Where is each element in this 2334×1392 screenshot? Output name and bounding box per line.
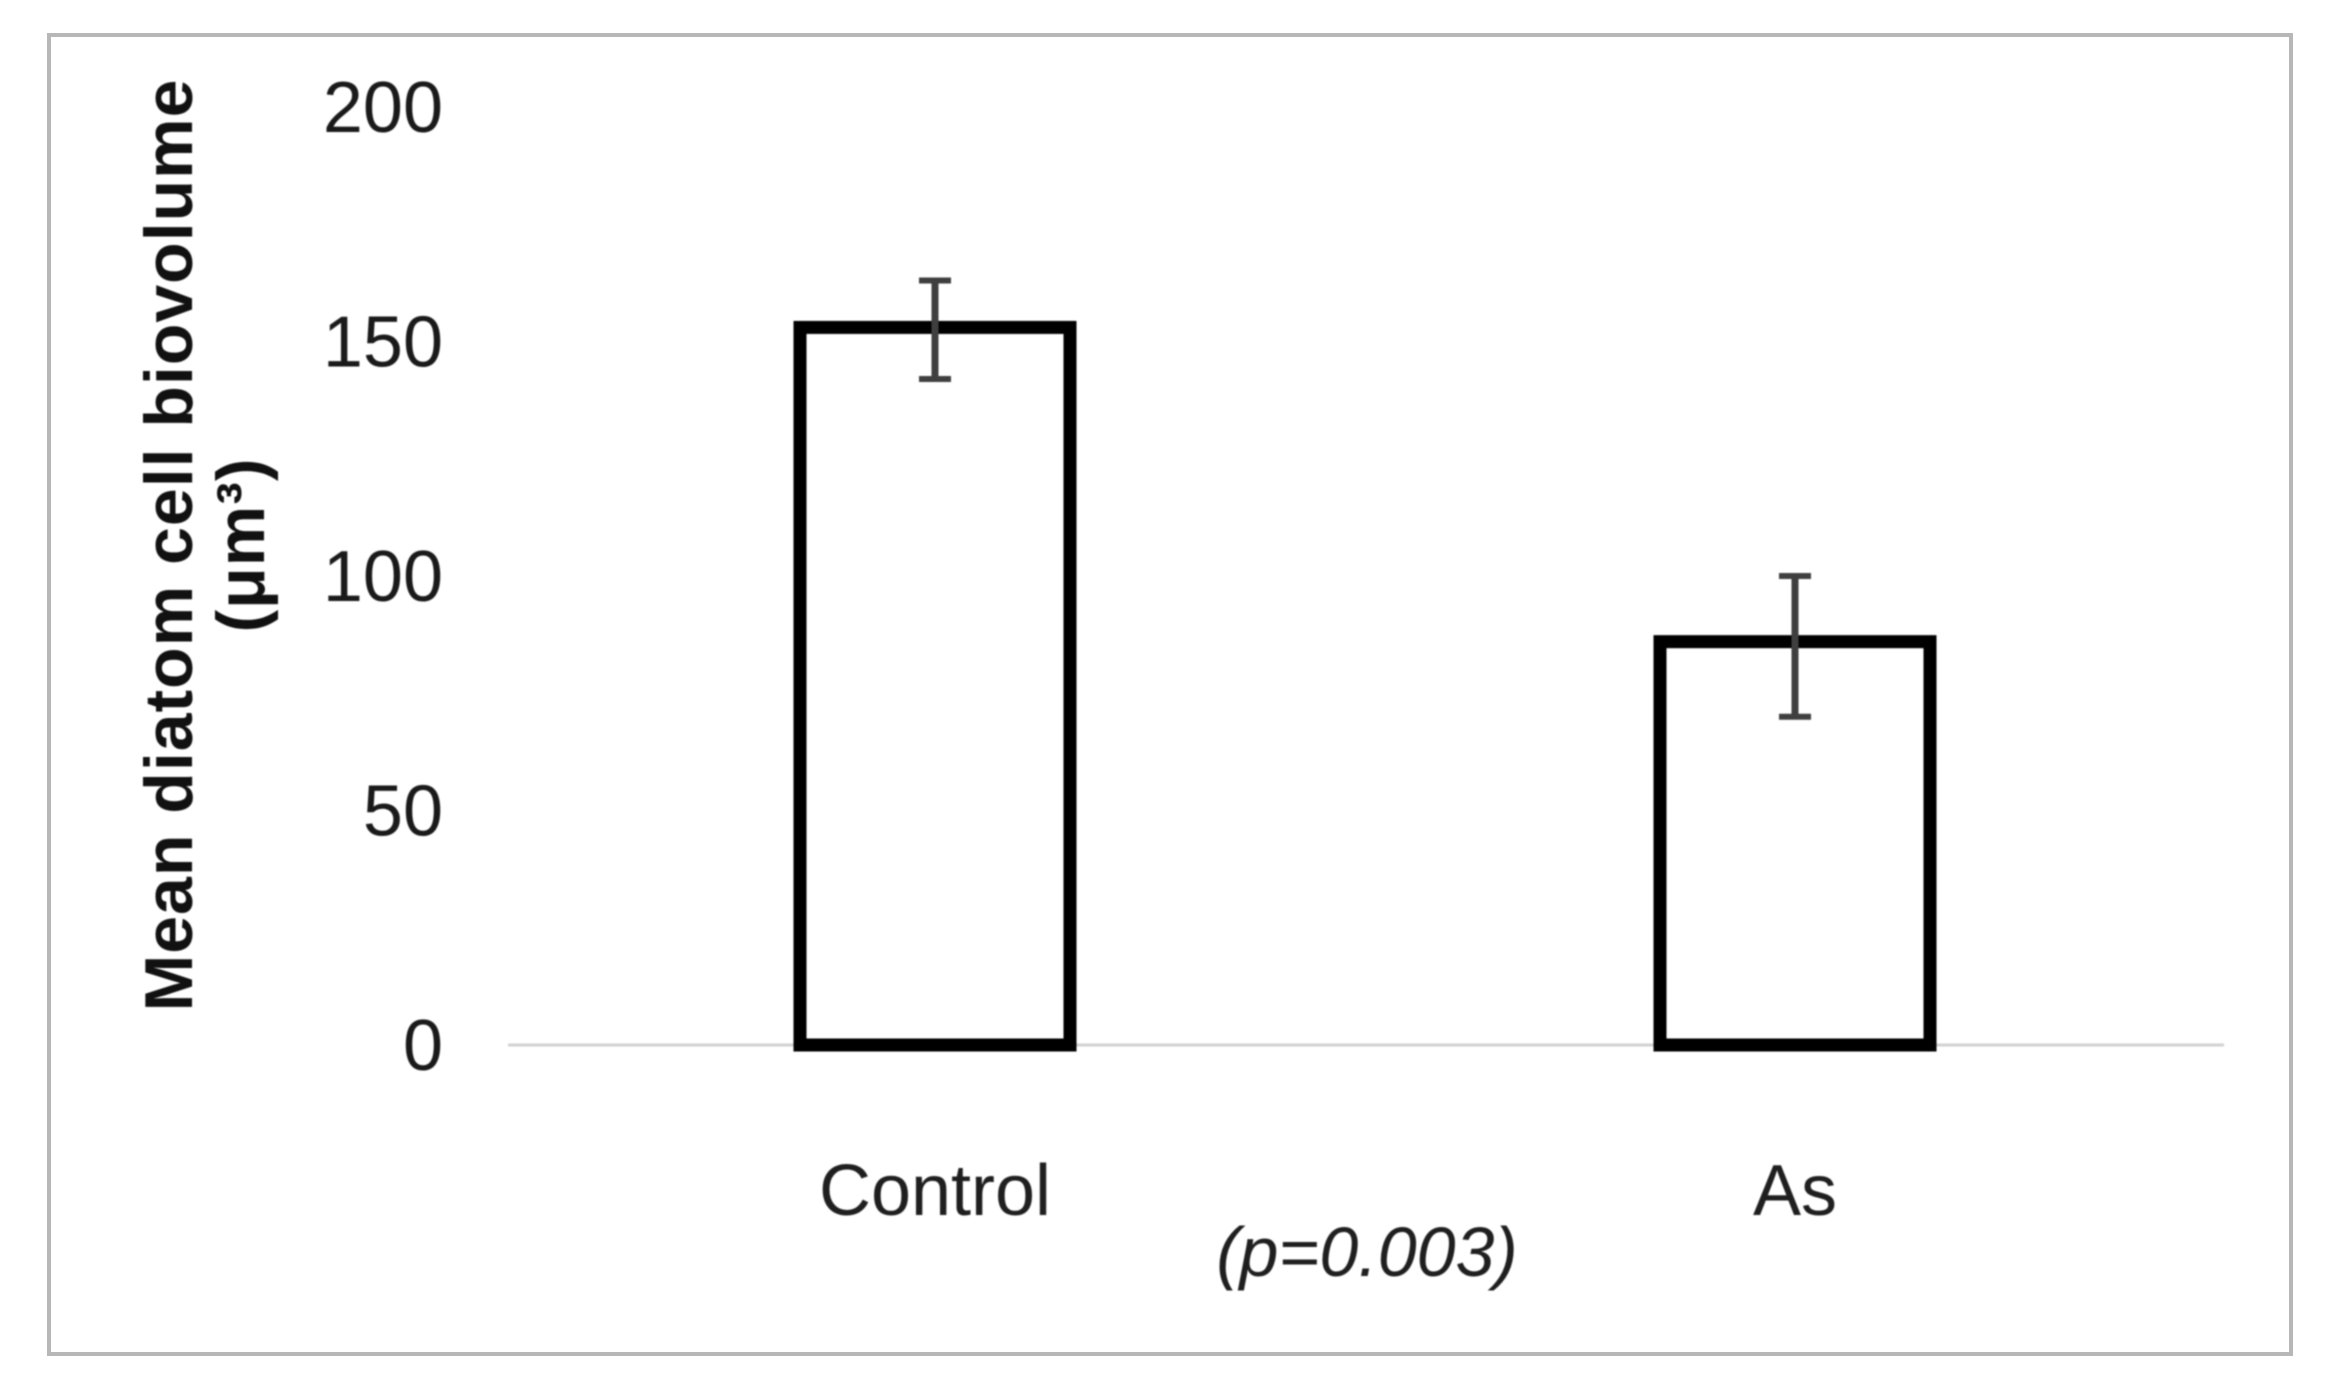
y-tick-label-0: 0: [403, 1006, 443, 1086]
bar-control: [793, 320, 1077, 1052]
y-tick-label-50: 50: [363, 772, 443, 852]
x-category-label-control: Control: [818, 1151, 1052, 1231]
y-axis-title-line1: Mean diatom cell biovolume: [130, 78, 207, 1012]
p-value-annotation: (p=0.003): [1216, 1213, 1518, 1291]
y-axis-title-line2: (μm³): [203, 457, 279, 633]
x-category-label-as: As: [1752, 1151, 1838, 1231]
y-tick-label-150: 150: [323, 303, 443, 383]
y-axis-title: Mean diatom cell biovolume (μm³): [130, 78, 279, 1012]
y-tick-label-200: 200: [323, 68, 443, 148]
y-tick-label-100: 100: [323, 537, 443, 617]
